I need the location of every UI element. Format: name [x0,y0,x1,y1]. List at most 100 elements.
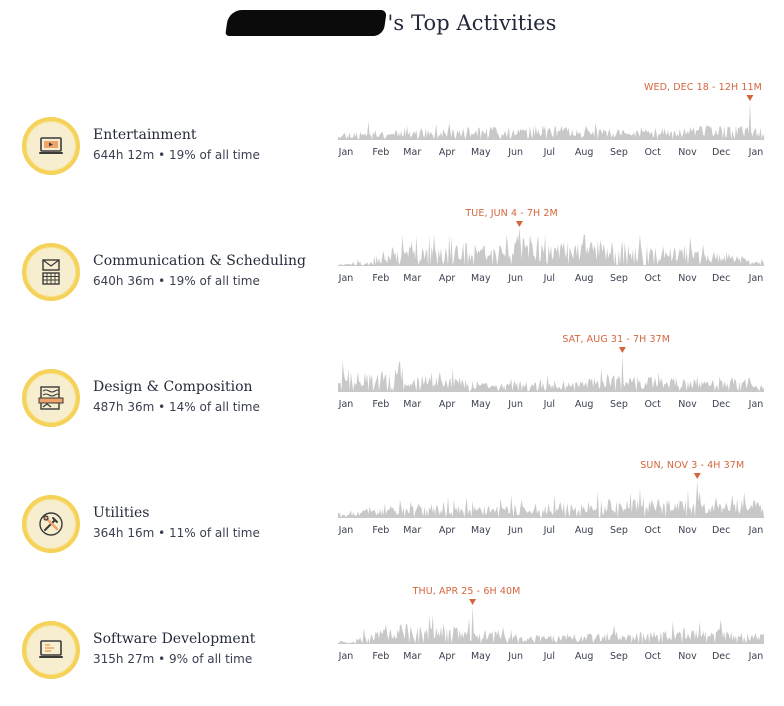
category-badge [22,495,80,553]
time-share: 19% of all time [169,148,260,162]
month-label: Jun [508,525,524,536]
month-axis: Jan Feb Mar Apr May Jun Jul Aug Sep Oct Nov Dec Jan [338,399,764,411]
month-label: Dec [711,399,731,410]
month-label: Jul [543,399,556,410]
mail-calendar-icon [42,259,60,285]
month-label: Oct [644,399,661,410]
month-label: Sep [610,525,628,536]
category-name: Communication & Scheduling [93,253,306,269]
month-label: Mar [403,525,422,536]
tools-icon [39,512,63,536]
total-time: 640h 36m [93,274,155,288]
time-share: 19% of all time [169,274,260,288]
month-label: Sep [610,147,628,158]
month-label: Nov [678,399,697,410]
peak-label: SAT, AUG 31 - 7H 37M [562,334,671,345]
peak-marker [746,95,754,101]
month-label: Mar [403,147,422,158]
month-label: Feb [372,147,390,158]
month-label: May [470,147,491,158]
month-label: Jul [543,651,556,662]
separator-dot: • [154,526,170,540]
month-label: Jul [543,525,556,536]
peak-label: THU, APR 25 - 6H 40M [412,586,521,597]
month-label: Sep [610,273,628,284]
month-label: Jan [338,525,354,536]
activity-row: Entertainment 644h 12m • 19% of all time W… [0,80,784,206]
month-label: May [470,525,491,536]
separator-dot: • [154,652,170,666]
month-label: Aug [574,147,594,158]
month-label: Aug [574,273,594,284]
activity-row: Communication & Scheduling 640h 36m • 19%… [0,206,784,332]
separator-dot: • [154,274,170,288]
peak-marker [693,473,701,479]
activity-sparkline [338,468,764,520]
laptop-play-icon [39,137,63,154]
month-label: Jan [338,273,354,284]
activity-row: Design & Composition 487h 36m • 14% of al… [0,332,784,458]
peak-marker [469,599,477,605]
month-label: Jan [748,273,764,284]
month-label: Nov [678,147,697,158]
sparkline-svg [338,95,764,140]
category-badge [22,117,80,175]
month-label: Aug [574,525,594,536]
month-label: Oct [644,651,661,662]
month-label: Apr [438,525,456,536]
month-label: May [470,399,491,410]
month-label: Nov [678,273,697,284]
activity-area [338,606,764,644]
month-label: Dec [711,525,731,536]
month-label: Nov [678,525,697,536]
month-label: Nov [678,651,697,662]
month-label: Dec [711,651,731,662]
peak-label: WED, DEC 18 - 12H 11M [644,82,762,93]
activity-area [338,228,764,266]
total-time: 364h 16m [93,526,155,540]
month-label: Jan [338,399,354,410]
category-name: Utilities [93,505,150,521]
time-share: 9% of all time [169,652,253,666]
activity-sparkline [338,90,764,142]
activity-sparkline [338,594,764,646]
month-label: Feb [372,651,390,662]
category-stats: 644h 12m • 19% of all time [93,148,260,162]
month-label: Jun [508,147,524,158]
total-time: 644h 12m [93,148,155,162]
month-label: Dec [711,147,731,158]
activity-row: Software Development 315h 27m • 9% of all… [0,584,784,706]
month-label: Apr [438,651,456,662]
month-axis: Jan Feb Mar Apr May Jun Jul Aug Sep Oct Nov Dec Jan [338,525,764,537]
peak-label: TUE, JUN 4 - 7H 2M [465,208,558,219]
month-label: Aug [574,399,594,410]
separator-dot: • [154,400,170,414]
month-label: Mar [403,273,422,284]
month-label: Jan [338,147,354,158]
month-label: Aug [574,651,594,662]
page-header: 's Top Activities [0,10,784,36]
month-label: Jun [508,399,524,410]
month-axis: Jan Feb Mar Apr May Jun Jul Aug Sep Oct Nov Dec Jan [338,147,764,159]
category-name: Entertainment [93,127,197,143]
month-label: Feb [372,273,390,284]
category-stats: 315h 27m • 9% of all time [93,652,252,666]
page-title: 's Top Activities [225,10,557,36]
month-label: May [470,273,491,284]
total-time: 487h 36m [93,400,155,414]
category-badge [22,621,80,679]
page-title-text: 's Top Activities [387,11,557,35]
peak-marker [515,221,523,227]
month-label: Jan [748,147,764,158]
sparkline-svg [338,599,764,644]
month-label: Feb [372,399,390,410]
month-label: Oct [644,273,661,284]
month-label: Jan [748,399,764,410]
category-stats: 487h 36m • 14% of all time [93,400,260,414]
activity-sparkline [338,216,764,268]
category-stats: 640h 36m • 19% of all time [93,274,260,288]
peak-label: SUN, NOV 3 - 4H 37M [640,460,745,471]
sparkline-svg [338,221,764,266]
month-label: Apr [438,273,456,284]
sparkline-svg [338,473,764,518]
